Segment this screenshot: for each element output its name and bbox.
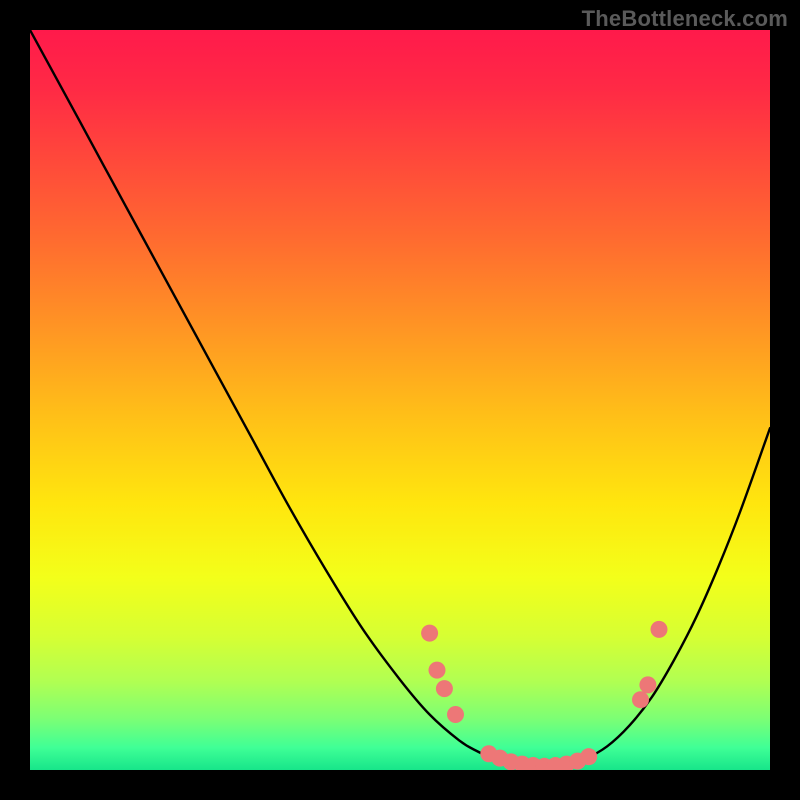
marker-point [421, 625, 438, 642]
chart-svg [30, 30, 770, 770]
marker-point [429, 662, 446, 679]
chart-stage: TheBottleneck.com [0, 0, 800, 800]
bottleneck-curve [30, 30, 770, 767]
marker-point [651, 621, 668, 638]
marker-point [632, 691, 649, 708]
marker-group [421, 621, 667, 770]
marker-point [436, 680, 453, 697]
watermark-text: TheBottleneck.com [582, 6, 788, 32]
marker-point [580, 748, 597, 765]
marker-point [447, 706, 464, 723]
plot-area [30, 30, 770, 770]
marker-point [639, 676, 656, 693]
